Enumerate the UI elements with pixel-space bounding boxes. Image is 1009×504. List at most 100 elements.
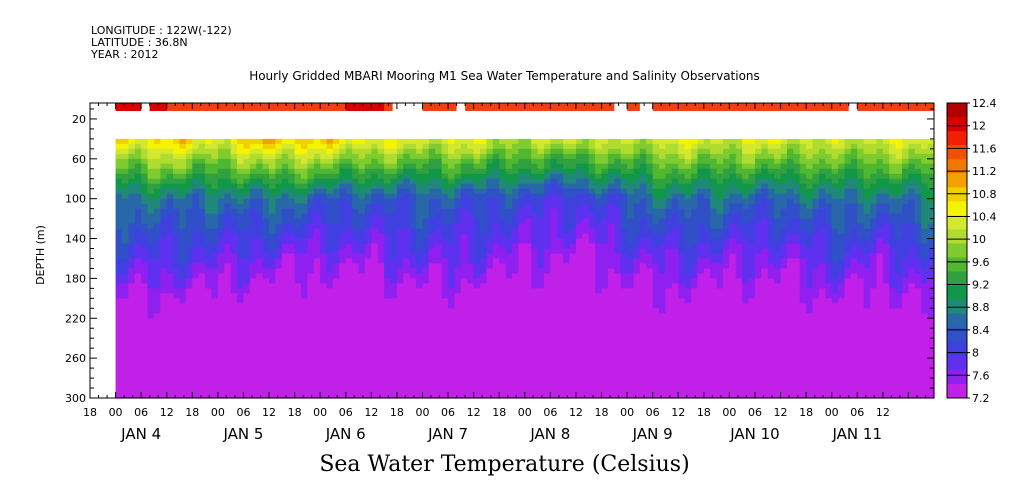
heatmap-cell xyxy=(237,328,245,334)
heatmap-cell xyxy=(281,138,289,145)
heatmap-cell xyxy=(703,393,711,399)
heatmap-cell xyxy=(275,263,283,270)
heatmap-cell xyxy=(627,338,635,344)
heatmap-cell xyxy=(217,268,225,275)
heatmap-cell xyxy=(716,373,724,379)
heatmap-cell xyxy=(678,148,686,155)
heatmap-cell xyxy=(607,163,615,170)
heatmap-cell xyxy=(301,223,308,230)
heatmap-cell xyxy=(428,268,436,275)
heatmap-cell xyxy=(339,268,347,275)
heatmap-cell xyxy=(294,213,302,220)
heatmap-cell xyxy=(211,238,219,245)
heatmap-cell xyxy=(243,238,251,245)
heatmap-cell xyxy=(211,288,219,294)
heatmap-cell xyxy=(301,233,308,240)
heatmap-cell xyxy=(115,228,123,235)
heatmap-cell xyxy=(153,223,161,230)
heatmap-cell xyxy=(211,333,219,339)
heatmap-cell xyxy=(403,198,411,205)
heatmap-cell xyxy=(659,258,667,265)
heatmap-cell xyxy=(192,183,200,190)
heatmap-cell xyxy=(230,338,238,344)
heatmap-cell xyxy=(147,248,155,255)
heatmap-cell xyxy=(480,183,488,190)
heatmap-cell xyxy=(320,298,328,304)
heatmap-cell xyxy=(115,263,123,270)
heatmap-cell xyxy=(435,293,443,299)
heatmap-cell xyxy=(153,383,161,389)
heatmap-cell xyxy=(543,138,551,145)
heatmap-cell xyxy=(684,168,692,175)
heatmap-cell xyxy=(716,313,724,319)
heatmap-cell xyxy=(505,203,513,210)
heatmap-cell xyxy=(716,383,724,389)
heatmap-cell xyxy=(537,338,545,344)
heatmap-cell xyxy=(723,318,730,324)
heatmap-cell xyxy=(575,348,583,354)
heatmap-cell xyxy=(601,248,609,255)
heatmap-cell xyxy=(716,233,724,240)
heatmap-cell xyxy=(307,348,315,354)
heatmap-cell xyxy=(633,283,641,289)
heatmap-cell xyxy=(230,173,238,180)
heatmap-cell xyxy=(224,193,232,200)
heatmap-cell xyxy=(480,173,488,180)
heatmap-cell xyxy=(409,273,417,279)
heatmap-cell xyxy=(652,183,660,190)
heatmap-cell xyxy=(237,253,245,260)
heatmap-cell xyxy=(320,268,328,275)
heatmap-cell xyxy=(262,213,270,220)
heatmap-cell xyxy=(441,233,449,240)
heatmap-cell xyxy=(128,348,136,354)
heatmap-cell xyxy=(403,188,411,195)
heatmap-cell xyxy=(524,198,532,205)
heatmap-cell xyxy=(537,348,545,354)
heatmap-cell xyxy=(486,368,494,374)
heatmap-cell xyxy=(620,363,628,369)
heatmap-cell xyxy=(428,338,436,344)
heatmap-cell xyxy=(537,193,545,200)
heatmap-cell xyxy=(320,143,328,150)
heatmap-cell xyxy=(275,148,283,155)
heatmap-cell xyxy=(531,183,539,190)
heatmap-cell xyxy=(345,163,353,170)
heatmap-cell xyxy=(192,223,200,230)
heatmap-cell xyxy=(198,343,206,349)
heatmap-cell xyxy=(627,163,635,170)
heatmap-cell xyxy=(448,318,456,324)
heatmap-cell xyxy=(703,153,711,160)
heatmap-cell xyxy=(575,198,583,205)
heatmap-cell xyxy=(480,238,488,245)
heatmap-cell xyxy=(691,328,699,334)
heatmap-cell xyxy=(345,303,353,309)
heatmap-cell xyxy=(499,348,507,354)
heatmap-cell xyxy=(377,173,385,180)
heatmap-cell xyxy=(192,363,200,369)
heatmap-cell xyxy=(659,278,667,284)
heatmap-cell xyxy=(230,138,238,145)
heatmap-cell xyxy=(646,168,654,175)
heatmap-cell xyxy=(633,258,641,265)
heatmap-cell xyxy=(691,178,699,185)
heatmap-cell xyxy=(543,213,551,220)
heatmap-cell xyxy=(345,323,353,329)
heatmap-cell xyxy=(198,233,206,240)
heatmap-cell xyxy=(716,283,724,289)
heatmap-cell xyxy=(249,203,257,210)
heatmap-cell xyxy=(633,218,641,225)
heatmap-cell xyxy=(339,153,347,160)
heatmap-cell xyxy=(601,218,609,225)
heatmap-cell xyxy=(243,248,251,255)
heatmap-cell xyxy=(691,198,699,205)
heatmap-cell xyxy=(198,168,206,175)
heatmap-cell xyxy=(588,383,596,389)
heatmap-cell xyxy=(454,183,462,190)
heatmap-cell xyxy=(262,203,270,210)
heatmap-cell xyxy=(332,143,340,150)
heatmap-cell xyxy=(320,318,328,324)
heatmap-cell xyxy=(678,353,686,359)
heatmap-cell xyxy=(569,378,577,384)
heatmap-cell xyxy=(588,248,596,255)
heatmap-cell xyxy=(556,288,564,294)
